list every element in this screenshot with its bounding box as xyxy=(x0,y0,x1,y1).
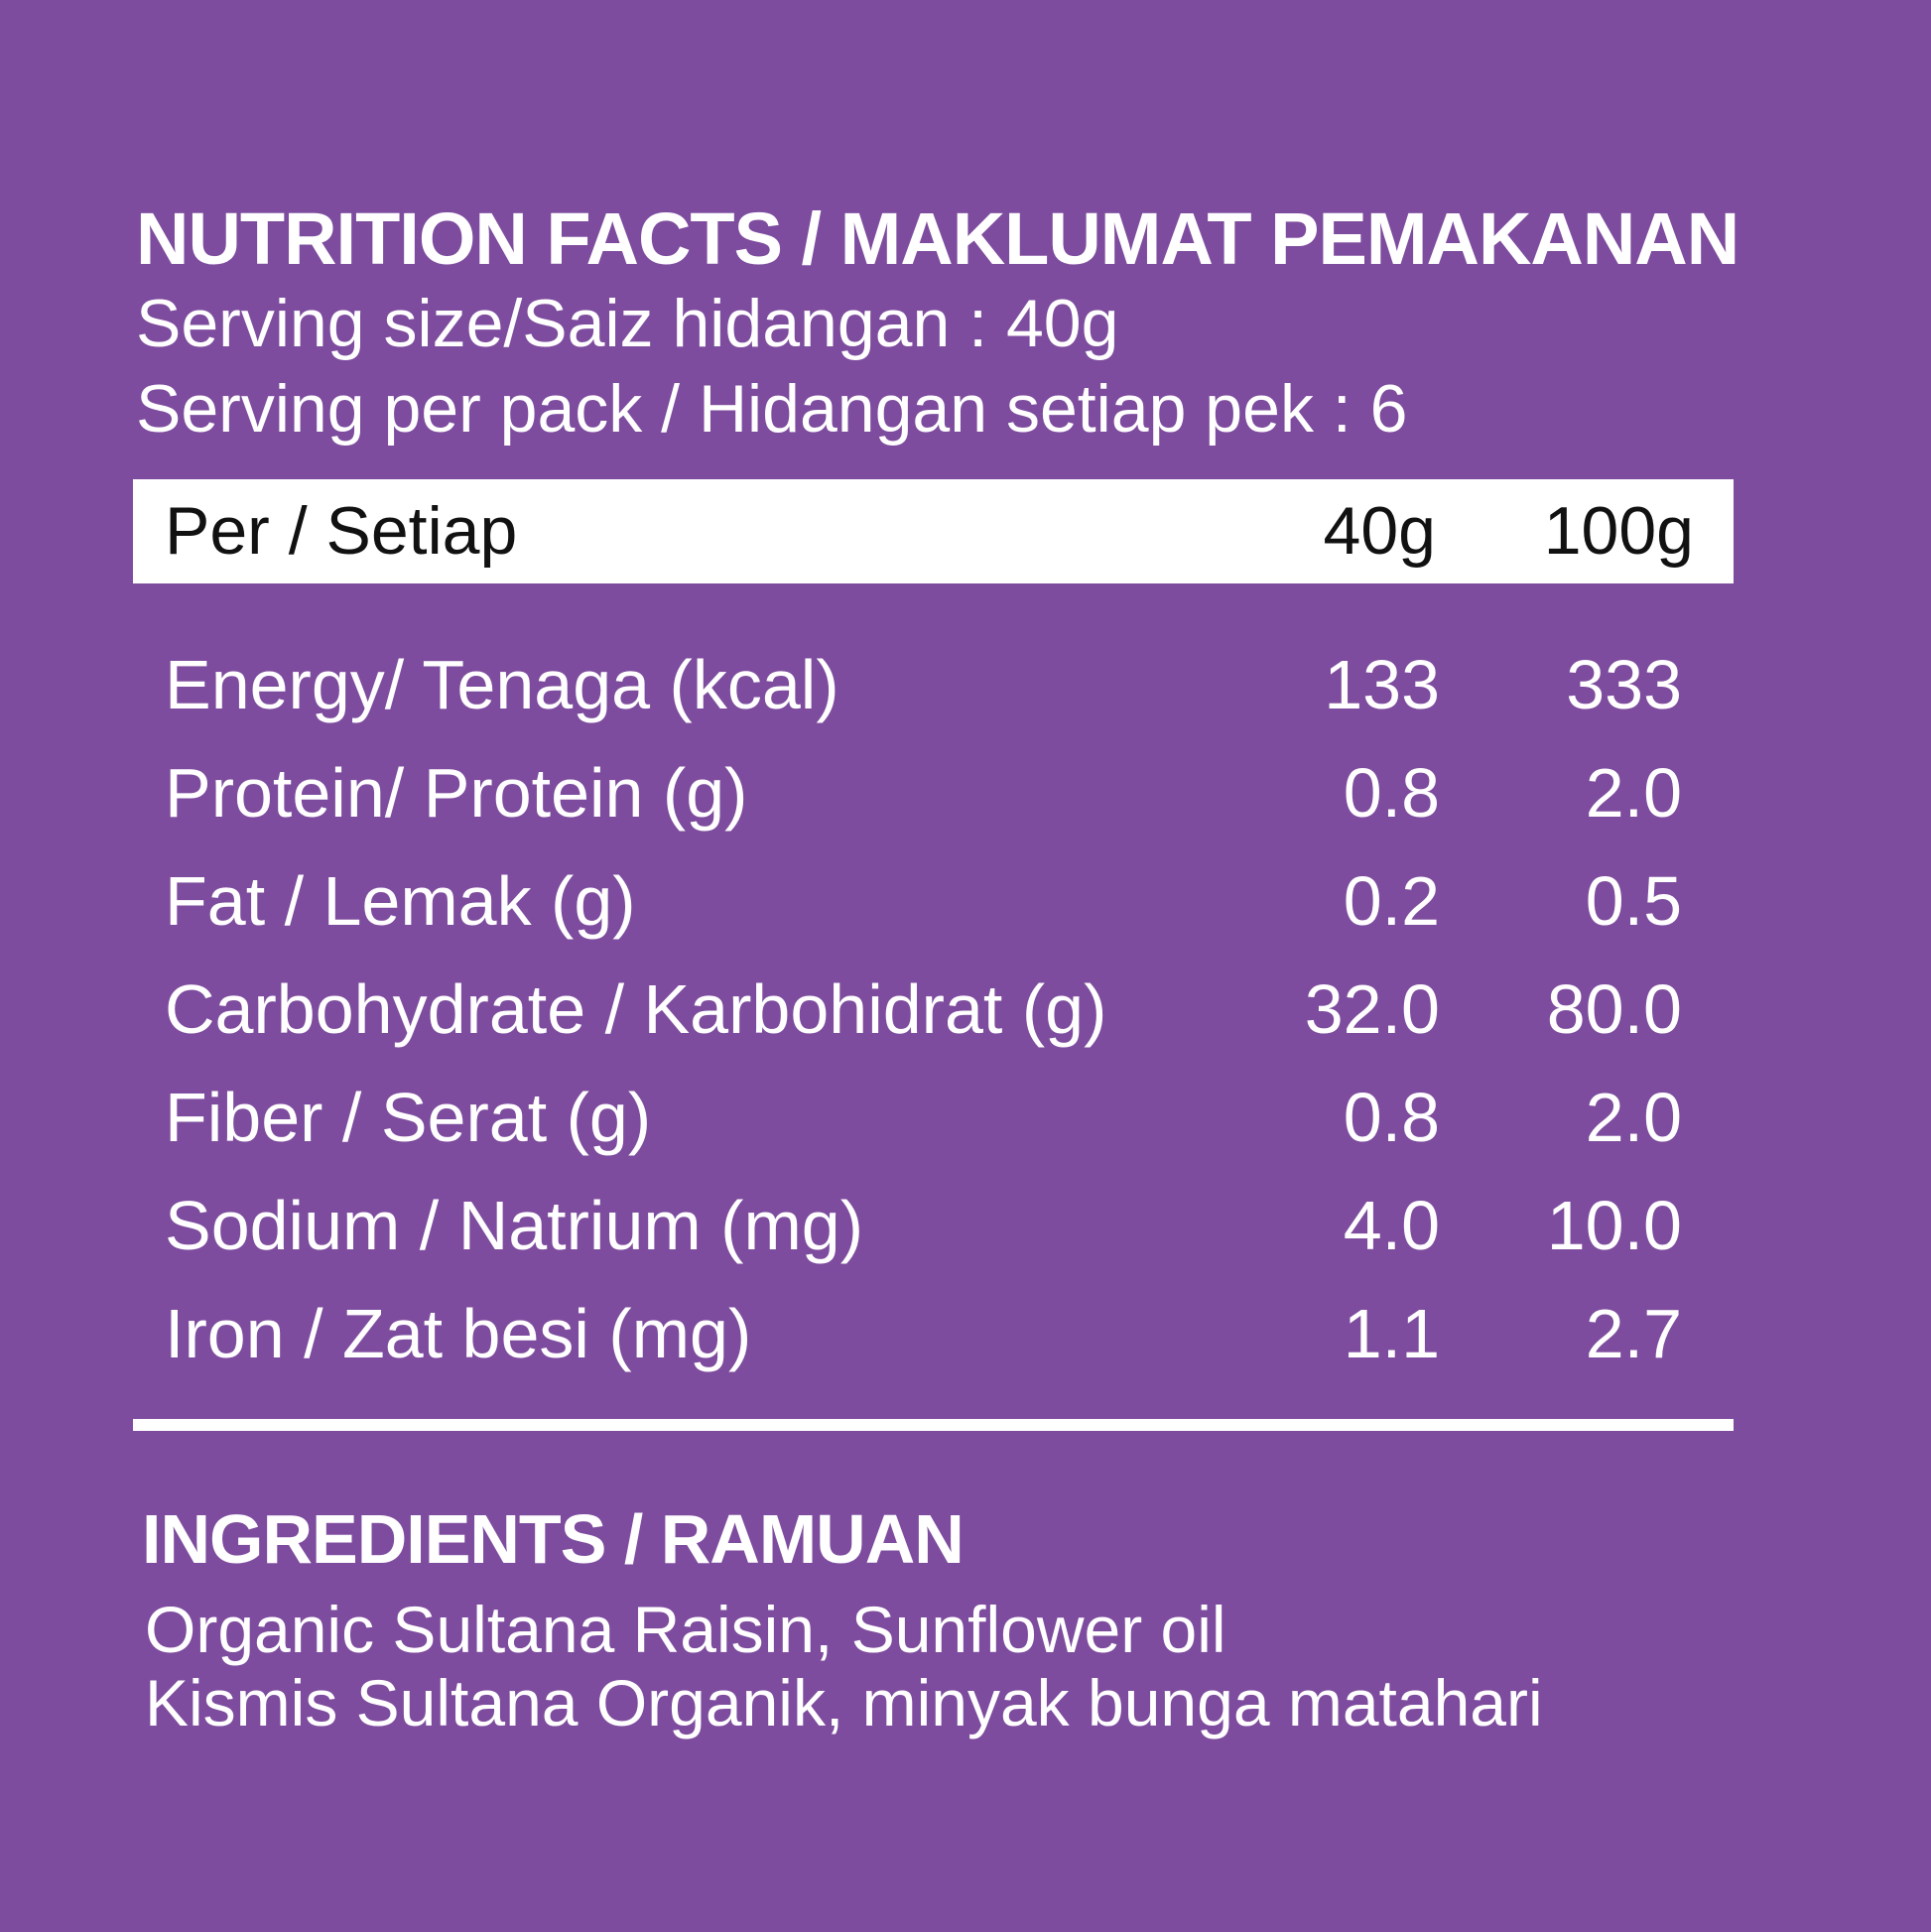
table-row: Iron / Zat besi (mg) 1.1 2.7 xyxy=(133,1280,1734,1388)
ingredients-title: INGREDIENTS / RAMUAN xyxy=(142,1500,965,1578)
nutrient-label: Energy/ Tenaga (kcal) xyxy=(165,646,839,723)
value-per-100g: 10.0 xyxy=(1546,1187,1682,1264)
header-label: Per / Setiap xyxy=(165,493,518,569)
value-per-100g: 2.0 xyxy=(1585,1079,1682,1156)
table-row: Sodium / Natrium (mg) 4.0 10.0 xyxy=(133,1172,1734,1280)
ingredients-english: Organic Sultana Raisin, Sunflower oil xyxy=(145,1593,1226,1666)
value-per-40g: 32.0 xyxy=(1304,970,1440,1048)
table-row: Carbohydrate / Karbohidrat (g) 32.0 80.0 xyxy=(133,956,1734,1064)
value-per-40g: 0.8 xyxy=(1343,754,1440,832)
nutrient-label: Protein/ Protein (g) xyxy=(165,754,748,832)
table-row: Energy/ Tenaga (kcal) 133 333 xyxy=(133,631,1734,739)
servings-per-pack: Serving per pack / Hidangan setiap pek :… xyxy=(136,371,1408,447)
table-row: Protein/ Protein (g) 0.8 2.0 xyxy=(133,739,1734,847)
value-per-100g: 2.0 xyxy=(1585,754,1682,832)
nutrient-label: Sodium / Natrium (mg) xyxy=(165,1187,864,1264)
nutrient-label: Carbohydrate / Karbohidrat (g) xyxy=(165,970,1107,1048)
value-per-40g: 4.0 xyxy=(1343,1187,1440,1264)
table-header: Per / Setiap 40g 100g xyxy=(133,479,1734,583)
nutrition-table: Energy/ Tenaga (kcal) 133 333 Protein/ P… xyxy=(133,631,1734,1388)
nutrition-title: NUTRITION FACTS / MAKLUMAT PEMAKANAN xyxy=(136,197,1739,280)
value-per-100g: 80.0 xyxy=(1546,970,1682,1048)
value-per-40g: 0.8 xyxy=(1343,1079,1440,1156)
value-per-40g: 133 xyxy=(1324,646,1440,723)
nutrient-label: Iron / Zat besi (mg) xyxy=(165,1295,752,1372)
nutrient-label: Fat / Lemak (g) xyxy=(165,862,636,940)
value-per-100g: 2.7 xyxy=(1585,1295,1682,1372)
serving-size: Serving size/Saiz hidangan : 40g xyxy=(136,286,1119,361)
table-divider xyxy=(133,1419,1734,1431)
header-col-40g: 40g xyxy=(1323,493,1436,569)
value-per-100g: 0.5 xyxy=(1585,862,1682,940)
header-col-100g: 100g xyxy=(1543,493,1694,569)
value-per-40g: 1.1 xyxy=(1343,1295,1440,1372)
table-row: Fat / Lemak (g) 0.2 0.5 xyxy=(133,847,1734,956)
value-per-40g: 0.2 xyxy=(1343,862,1440,940)
ingredients-malay: Kismis Sultana Organik, minyak bunga mat… xyxy=(145,1666,1543,1739)
table-row: Fiber / Serat (g) 0.8 2.0 xyxy=(133,1064,1734,1172)
nutrient-label: Fiber / Serat (g) xyxy=(165,1079,652,1156)
value-per-100g: 333 xyxy=(1566,646,1682,723)
